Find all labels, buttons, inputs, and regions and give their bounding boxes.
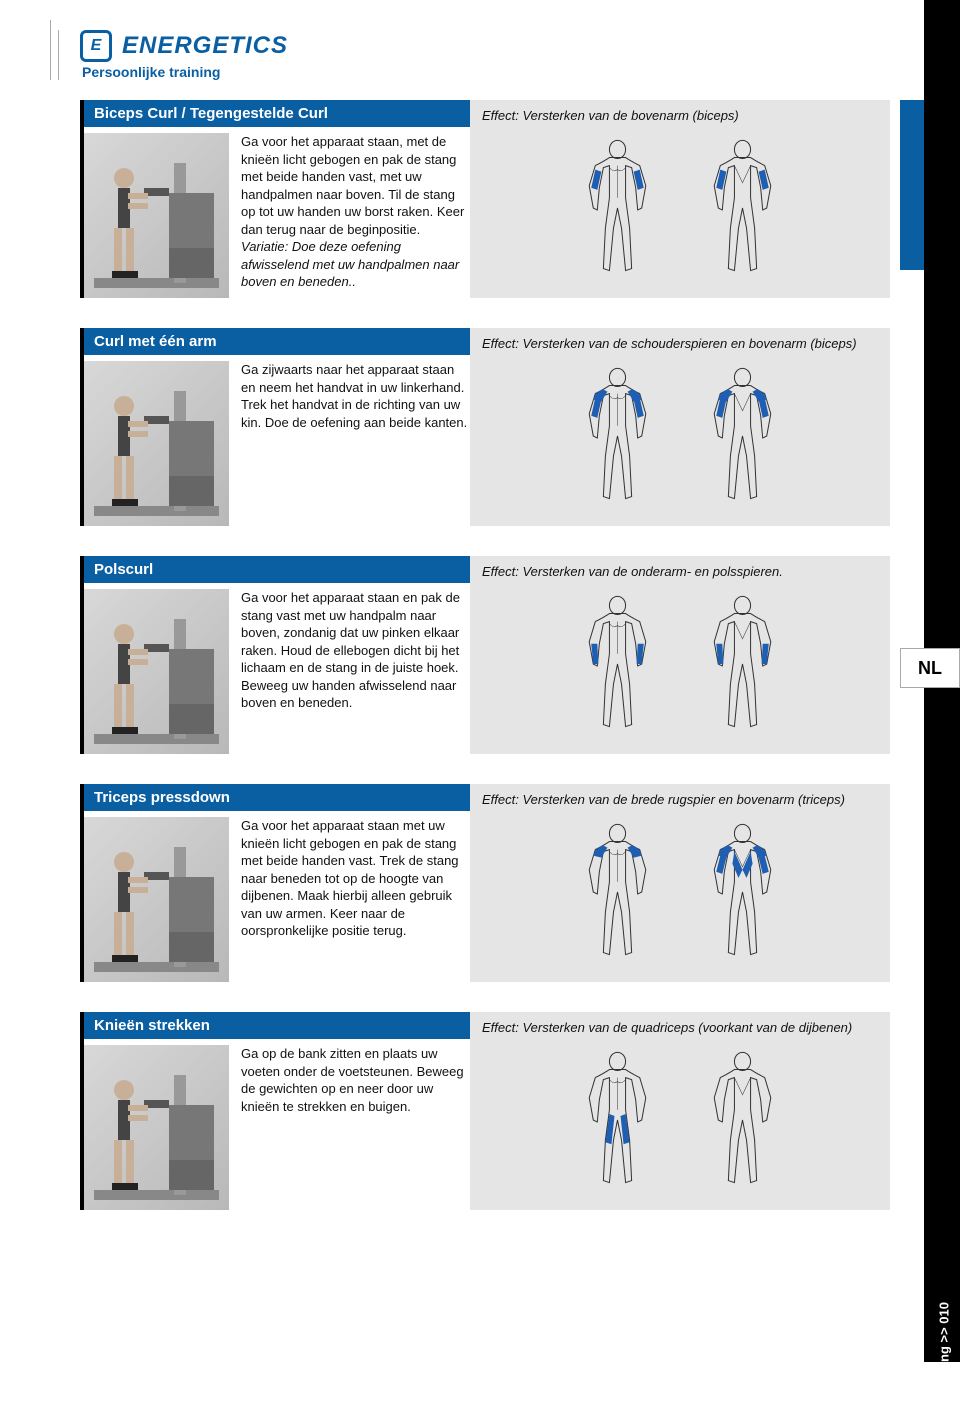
- brand-subtitle: Persoonlijke training: [82, 64, 890, 80]
- exercise-description: Ga op de bank zitten en plaats uw voeten…: [241, 1045, 470, 1210]
- brand-logo-icon: E: [80, 30, 112, 62]
- exercise-effect-text: Effect: Versterken van de quadriceps (vo…: [482, 1020, 878, 1035]
- exercise-effect-panel: Effect: Versterken van de schouderspiere…: [470, 328, 890, 526]
- exercise-title: Curl met één arm: [84, 328, 470, 355]
- anatomy-back-icon: [690, 361, 795, 511]
- exercise-effect-panel: Effect: Versterken van de bovenarm (bice…: [470, 100, 890, 298]
- exercise-description: Ga voor het apparaat staan met uw knieën…: [241, 817, 470, 982]
- exercise-block: Polscurl Ga voor het apparaat staan en p…: [80, 556, 890, 754]
- brand-header: E ENERGETICS Persoonlijke training: [80, 30, 890, 80]
- exercise-photo: [84, 817, 229, 982]
- anatomy-front-icon: [565, 817, 670, 967]
- anatomy-back-icon: [690, 133, 795, 283]
- anatomy-back-icon: [690, 589, 795, 739]
- language-tab: NL: [900, 648, 960, 688]
- exercise-block: Biceps Curl / Tegengestelde Curl Ga voor…: [80, 100, 890, 298]
- exercise-title: Biceps Curl / Tegengestelde Curl: [84, 100, 470, 127]
- exercise-description: Ga zijwaarts naar het apparaat staan en …: [241, 361, 470, 526]
- exercise-title: Knieën strekken: [84, 1012, 470, 1039]
- exercise-photo: [84, 133, 229, 298]
- exercise-block: Knieën strekken Ga op de bank zitten en …: [80, 1012, 890, 1210]
- exercise-effect-panel: Effect: Versterken van de quadriceps (vo…: [470, 1012, 890, 1210]
- anatomy-back-icon: [690, 817, 795, 967]
- exercise-title: Polscurl: [84, 556, 470, 583]
- exercise-effect-text: Effect: Versterken van de schouderspiere…: [482, 336, 878, 351]
- exercise-effect-text: Effect: Versterken van de bovenarm (bice…: [482, 108, 878, 123]
- exercise-description: Ga voor het apparaat staan en pak de sta…: [241, 589, 470, 754]
- exercise-effect-text: Effect: Versterken van de brede rugspier…: [482, 792, 878, 807]
- anatomy-front-icon: [565, 1045, 670, 1195]
- exercise-block: Triceps pressdown Ga voor het apparaat s…: [80, 784, 890, 982]
- exercise-photo: [84, 361, 229, 526]
- exercise-effect-panel: Effect: Versterken van de onderarm- en p…: [470, 556, 890, 754]
- exercise-description: Ga voor het apparaat staan, met de knieë…: [241, 133, 470, 298]
- exercise-photo: [84, 1045, 229, 1210]
- brand-name: ENERGETICS: [122, 32, 288, 60]
- footer-page-label: >> training >> 010: [937, 1302, 952, 1413]
- exercise-effect-panel: Effect: Versterken van de brede rugspier…: [470, 784, 890, 982]
- anatomy-front-icon: [565, 361, 670, 511]
- anatomy-front-icon: [565, 589, 670, 739]
- exercise-photo: [84, 589, 229, 754]
- exercise-effect-text: Effect: Versterken van de onderarm- en p…: [482, 564, 878, 579]
- exercise-block: Curl met één arm Ga zijwaarts naar het a…: [80, 328, 890, 526]
- anatomy-back-icon: [690, 1045, 795, 1195]
- exercise-title: Triceps pressdown: [84, 784, 470, 811]
- anatomy-front-icon: [565, 133, 670, 283]
